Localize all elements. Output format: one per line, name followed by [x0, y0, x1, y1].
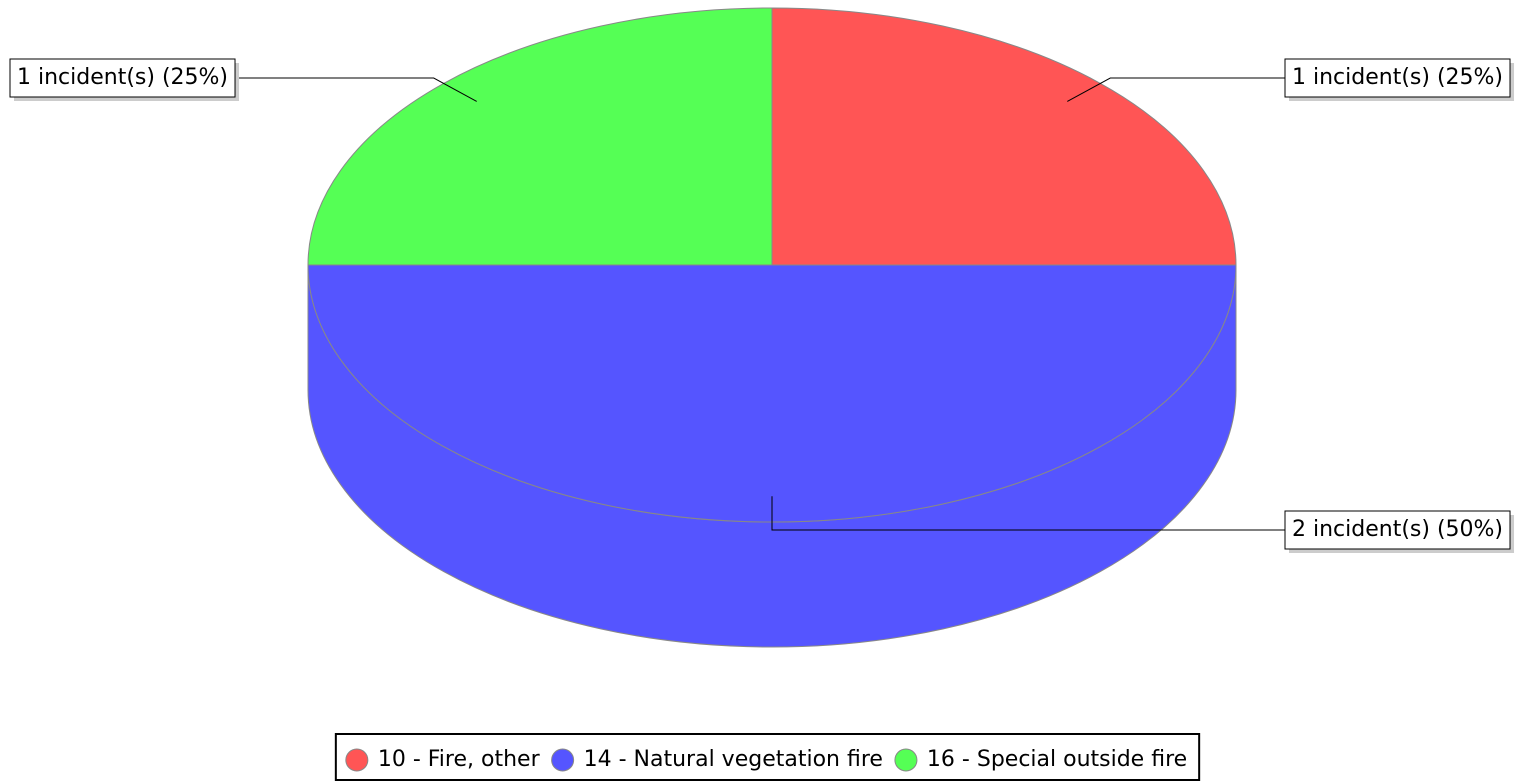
slice-label: 2 incident(s) (50%): [1284, 510, 1515, 553]
legend-label: 14 - Natural vegetation fire: [584, 747, 883, 772]
label-box: [1284, 510, 1511, 550]
legend: 10 - Fire, other 14 - Natural vegetation …: [334, 733, 1201, 781]
legend-swatch: [345, 748, 369, 772]
slice: [771, 7, 1237, 266]
legend-label: 10 - Fire, other: [378, 747, 541, 772]
slice: [307, 7, 773, 266]
legend-box: [334, 733, 1201, 781]
legend-label: 16 - Special outside fire: [927, 747, 1187, 772]
slice-label-text: 1 incident(s) (25%): [1292, 65, 1503, 90]
leader-line: [235, 77, 477, 102]
leader-line: [771, 496, 1285, 531]
slice-label-text: 2 incident(s) (50%): [1292, 517, 1503, 542]
label-box: [1284, 58, 1511, 98]
label-box: [9, 58, 236, 98]
legend-swatch: [551, 748, 575, 772]
legend-swatch: [894, 748, 918, 772]
slice-label: 1 incident(s) (25%): [1284, 58, 1515, 101]
slice-label-text: 1 incident(s) (25%): [17, 65, 228, 90]
slice-label: 1 incident(s) (25%): [9, 58, 240, 101]
leader-line: [1067, 77, 1285, 102]
